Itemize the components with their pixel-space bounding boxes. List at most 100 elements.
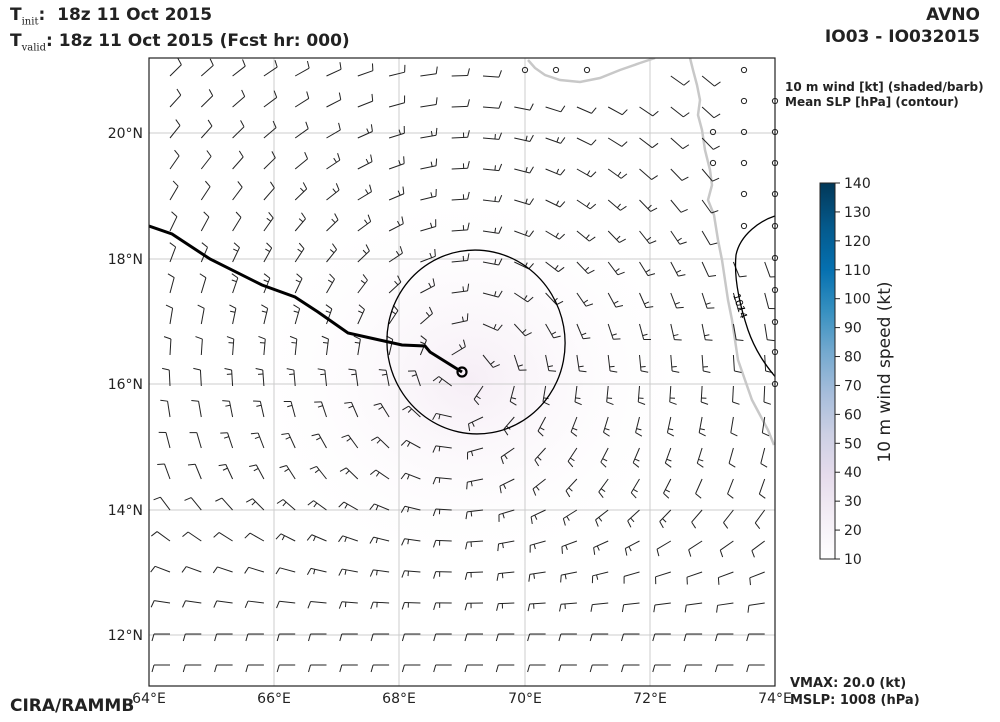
wind-barb xyxy=(567,447,578,462)
wind-barb-feather xyxy=(338,568,343,576)
wind-barb-feather xyxy=(651,175,658,180)
wind-barb-feather xyxy=(337,153,341,161)
wind-barb-feather xyxy=(638,401,646,405)
wind-barb-feather xyxy=(496,573,499,581)
wind-barb-feather xyxy=(398,129,402,135)
wind-barb xyxy=(169,277,175,294)
wind-barb-feather xyxy=(498,195,503,203)
wind-barb-feather xyxy=(272,120,277,128)
wind-barb-feather xyxy=(746,664,750,673)
wind-barb-feather xyxy=(182,600,186,608)
wind-barb xyxy=(200,339,203,356)
wind-barb-feather xyxy=(308,633,311,642)
colorbar-tick-label: 60 xyxy=(844,407,862,423)
wind-barb-feather xyxy=(400,506,406,513)
wind-barb xyxy=(498,602,515,605)
wind-barb xyxy=(700,385,703,403)
wind-barb xyxy=(167,401,171,418)
wind-barb-feather xyxy=(587,269,595,274)
wind-barb-feather xyxy=(529,198,534,205)
wind-barb-feather xyxy=(430,222,433,228)
wind-barb xyxy=(357,100,373,108)
wind-barb-feather xyxy=(353,335,361,340)
wind-barb xyxy=(530,540,546,546)
wind-barb-feather xyxy=(371,93,374,102)
wind-barb-feather xyxy=(470,481,473,487)
wind-barb xyxy=(435,476,452,480)
wind-barb-feather xyxy=(525,167,528,173)
wind-barb-feather xyxy=(627,520,632,528)
wind-barb xyxy=(374,503,390,511)
wind-barb xyxy=(607,323,614,340)
wind-barb xyxy=(451,260,468,263)
wind-barb-feather xyxy=(244,567,250,574)
wind-barb-feather xyxy=(276,499,284,504)
wind-barb xyxy=(294,308,301,325)
wind-barb-feather xyxy=(286,368,294,371)
wind-barb-feather xyxy=(224,367,232,371)
wind-barb-feather xyxy=(615,268,620,272)
wind-barb xyxy=(727,478,734,495)
calm-circle xyxy=(709,159,717,167)
wind-barb-feather xyxy=(297,248,303,253)
wind-barb xyxy=(263,97,278,108)
wind-barb xyxy=(232,247,240,263)
calm-circle xyxy=(740,66,748,74)
wind-barb-feather xyxy=(222,467,228,471)
wind-barb xyxy=(670,323,675,340)
wind-barb xyxy=(326,159,341,170)
wind-barb xyxy=(565,478,578,492)
wind-barb-feather xyxy=(620,173,628,179)
wind-barb-feather xyxy=(263,279,269,283)
wind-barb xyxy=(732,323,737,340)
wind-barb-feather xyxy=(338,535,344,543)
wind-barb-feather xyxy=(642,333,648,337)
wind-barb xyxy=(701,137,714,150)
wind-barb xyxy=(388,163,405,170)
storm-id: IO03 - IO032015 xyxy=(824,27,980,47)
wind-barb-feather xyxy=(317,368,325,371)
wind-barb-feather xyxy=(293,310,299,313)
wind-barb xyxy=(669,385,672,402)
wind-barb xyxy=(154,600,171,604)
wind-barb xyxy=(570,416,578,433)
wind-barb-feather xyxy=(713,113,721,119)
wind-barb-feather xyxy=(182,531,189,538)
wind-barb-feather xyxy=(365,189,369,195)
wind-barb xyxy=(232,277,239,294)
wind-barb-feather xyxy=(727,493,734,499)
wind-barb xyxy=(377,436,390,449)
wind-barb xyxy=(326,129,341,139)
wind-barb-feather xyxy=(701,401,709,405)
wind-barb-feather xyxy=(704,334,710,337)
wind-barb xyxy=(701,75,715,87)
valid-time-value: 18z 11 Oct 2015 (Fcst hr: 000) xyxy=(58,31,350,51)
wind-barb xyxy=(639,292,647,308)
wind-barb xyxy=(255,464,265,480)
wind-barb-feather xyxy=(696,462,704,468)
wind-barb-feather xyxy=(370,154,373,162)
wind-barb-feather xyxy=(672,370,680,373)
wind-barb xyxy=(466,571,484,574)
wind-barb-feather xyxy=(461,316,464,322)
wind-barb xyxy=(279,567,296,573)
wind-barb-feather xyxy=(653,604,656,613)
wind-barb-feather xyxy=(556,168,560,174)
wind-barb-feather xyxy=(213,532,220,538)
wind-barb-feather xyxy=(308,664,311,673)
wind-barb xyxy=(630,478,640,493)
wind-barb-feather xyxy=(635,432,643,437)
wind-barb xyxy=(373,536,390,542)
wind-barb-feather xyxy=(584,266,590,272)
wind-barb xyxy=(154,565,171,573)
wind-barb xyxy=(561,571,577,576)
wind-barb-feather xyxy=(559,604,562,612)
wind-barb xyxy=(623,571,640,577)
wind-barb-feather xyxy=(659,521,664,529)
wind-barb xyxy=(385,370,390,387)
wind-barb xyxy=(438,376,452,387)
wind-barb-feather xyxy=(494,165,496,171)
wind-barb-feather xyxy=(621,604,625,613)
wind-barb-feather xyxy=(397,275,402,283)
wind-barb-feather xyxy=(325,304,333,310)
